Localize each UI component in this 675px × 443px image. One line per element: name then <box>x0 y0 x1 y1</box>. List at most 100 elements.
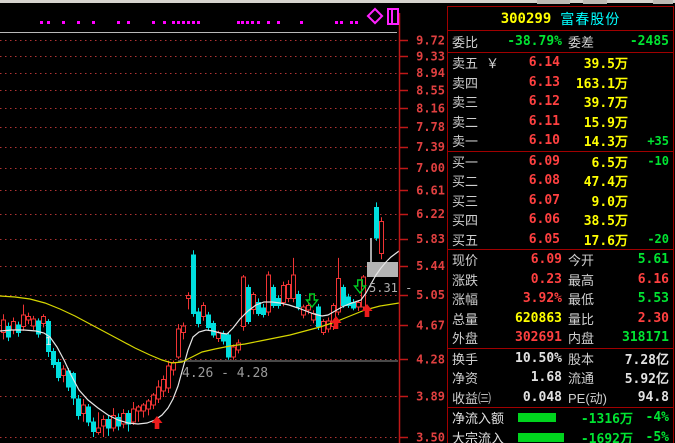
ask-row[interactable]: 卖五 ￥ 6.14 39.5万 <box>448 53 673 73</box>
candle <box>61 368 66 377</box>
candle <box>231 346 236 358</box>
menu-text-artifact <box>152 21 155 24</box>
stock-title[interactable]: 300299 富春股份 <box>448 7 673 31</box>
info-row: 涨跌 0.23 最高 6.16 <box>448 270 673 290</box>
menu-text-artifact <box>251 21 254 24</box>
buy-signal-arrow <box>151 416 163 429</box>
titlebar-tab[interactable] <box>537 0 570 4</box>
candle <box>271 287 276 306</box>
buy-signal-arrow <box>361 304 373 317</box>
weibi-label: 委比 <box>452 35 479 50</box>
ask-price: 6.14 <box>528 55 560 71</box>
candle <box>6 326 11 338</box>
titlebar-tab[interactable] <box>653 0 673 4</box>
candle <box>379 221 384 255</box>
info-label: 涨幅 <box>452 292 479 308</box>
flow-bar <box>518 413 556 423</box>
kline-chart[interactable]: 4.26 - 4.28 5.31 - 1 9.729.33 8.94 8.55 8.16 7.… <box>0 0 447 443</box>
candle <box>241 276 246 328</box>
flow-bar <box>518 432 564 442</box>
menu-text-artifact <box>77 21 80 24</box>
candle <box>1 319 6 333</box>
bid-price: 6.05 <box>528 231 560 247</box>
info-value: 0.23 <box>530 271 562 287</box>
weibi-value: -38.79% <box>507 34 562 49</box>
candle <box>276 297 281 306</box>
bid-row[interactable]: 买二 6.08 47.4万 <box>448 171 673 191</box>
bid-label: 买五 <box>452 232 479 248</box>
menu-text-artifact <box>257 21 260 24</box>
ma-slow-yellow <box>0 295 400 364</box>
bid-row[interactable]: 买五 6.05 17.6万 -20 <box>448 230 673 250</box>
candle <box>11 321 16 331</box>
ask-row[interactable]: 卖四 6.13 163.1万 <box>448 73 673 93</box>
flow-row: 净流入额 -1316万 -4% <box>448 408 673 428</box>
candle <box>16 324 21 333</box>
candle <box>56 361 61 378</box>
money-flow: 净流入额 -1316万 -4% 大宗流入 -1692万 -5% <box>448 408 673 443</box>
info-row: 涨幅 3.92% 最低 5.53 <box>448 289 673 309</box>
bid-change: -10 <box>647 154 669 169</box>
bid-row[interactable]: 买一 6.09 6.5万 -10 <box>448 152 673 172</box>
info-value: 7.28亿 <box>624 352 669 368</box>
candle <box>246 287 251 323</box>
candle <box>131 408 136 423</box>
candle <box>51 351 56 365</box>
candle <box>81 404 86 414</box>
ask-price: 6.13 <box>528 74 560 90</box>
ask-row[interactable]: 卖一 6.10 14.3万 +35 <box>448 131 673 151</box>
ask-price: 6.12 <box>528 94 560 110</box>
candle <box>321 321 326 333</box>
price-axis-label: 6.61 <box>416 183 445 197</box>
fundamental-info: 换手 10.50% 股本 7.28亿 净资 1.68 流通 5.92亿 收益㈢ 0.048 PE(动… <box>448 349 673 408</box>
buy-signal-arrow <box>330 316 342 329</box>
ask-label: 卖三 <box>452 95 479 111</box>
menu-text-artifact <box>187 21 190 24</box>
candle <box>286 284 291 299</box>
candle <box>161 378 166 392</box>
price-axis-label: 7.00 <box>416 161 445 175</box>
bid-row[interactable]: 买四 6.06 38.5万 <box>448 210 673 230</box>
titlebar-tab[interactable] <box>583 0 607 4</box>
info-label: 今开 <box>568 253 595 269</box>
ask-price: 6.11 <box>528 113 560 129</box>
window-top-strip <box>0 0 675 3</box>
bid-volume: 17.6万 <box>583 233 628 249</box>
ma-fast-white <box>0 250 400 425</box>
info-label: 涨跌 <box>452 272 479 288</box>
price-axis-label: 7.78 <box>416 120 445 134</box>
candle <box>374 206 379 239</box>
bid-change: -20 <box>647 232 669 247</box>
menu-text-artifact <box>340 21 343 24</box>
price-axis-label: 4.67 <box>416 318 445 332</box>
info-label: 最高 <box>568 272 595 288</box>
candle <box>341 287 346 306</box>
info-value: 5.92亿 <box>624 372 669 388</box>
candle <box>136 406 141 412</box>
price-axis-label: 9.33 <box>416 49 445 63</box>
window-icon[interactable] <box>387 8 399 25</box>
ask-label: 卖四 <box>452 75 479 91</box>
bid-volume: 6.5万 <box>591 155 628 171</box>
info-value: 5.53 <box>637 291 669 307</box>
ask-row[interactable]: 卖三 6.12 39.7万 <box>448 92 673 112</box>
price-axis-label: 7.39 <box>416 140 445 154</box>
info-value: 3.92% <box>522 291 562 307</box>
info-value: 6.16 <box>637 271 669 287</box>
candle <box>221 333 226 342</box>
candle <box>336 278 341 313</box>
menu-text-artifact <box>127 21 130 24</box>
bid-row[interactable]: 买三 6.07 9.0万 <box>448 191 673 211</box>
bid-levels: 买一 6.09 6.5万 -10 买二 6.08 47.4万 买三 6.07 9.0万 买四 6.06… <box>448 152 673 250</box>
price-axis-label: 5.83 <box>416 232 445 246</box>
ask-row[interactable]: 卖二 6.11 15.9万 <box>448 112 673 132</box>
menu-text-artifact <box>62 21 65 24</box>
menu-text-artifact <box>241 21 244 24</box>
gridlines <box>0 39 408 439</box>
price-axis-label: 8.94 <box>416 66 445 80</box>
weicha-label: 委差 <box>568 35 595 50</box>
candle <box>281 284 286 303</box>
candle <box>116 417 121 427</box>
sell-signal-arrow <box>353 279 367 295</box>
menu-text-artifact <box>237 21 240 24</box>
